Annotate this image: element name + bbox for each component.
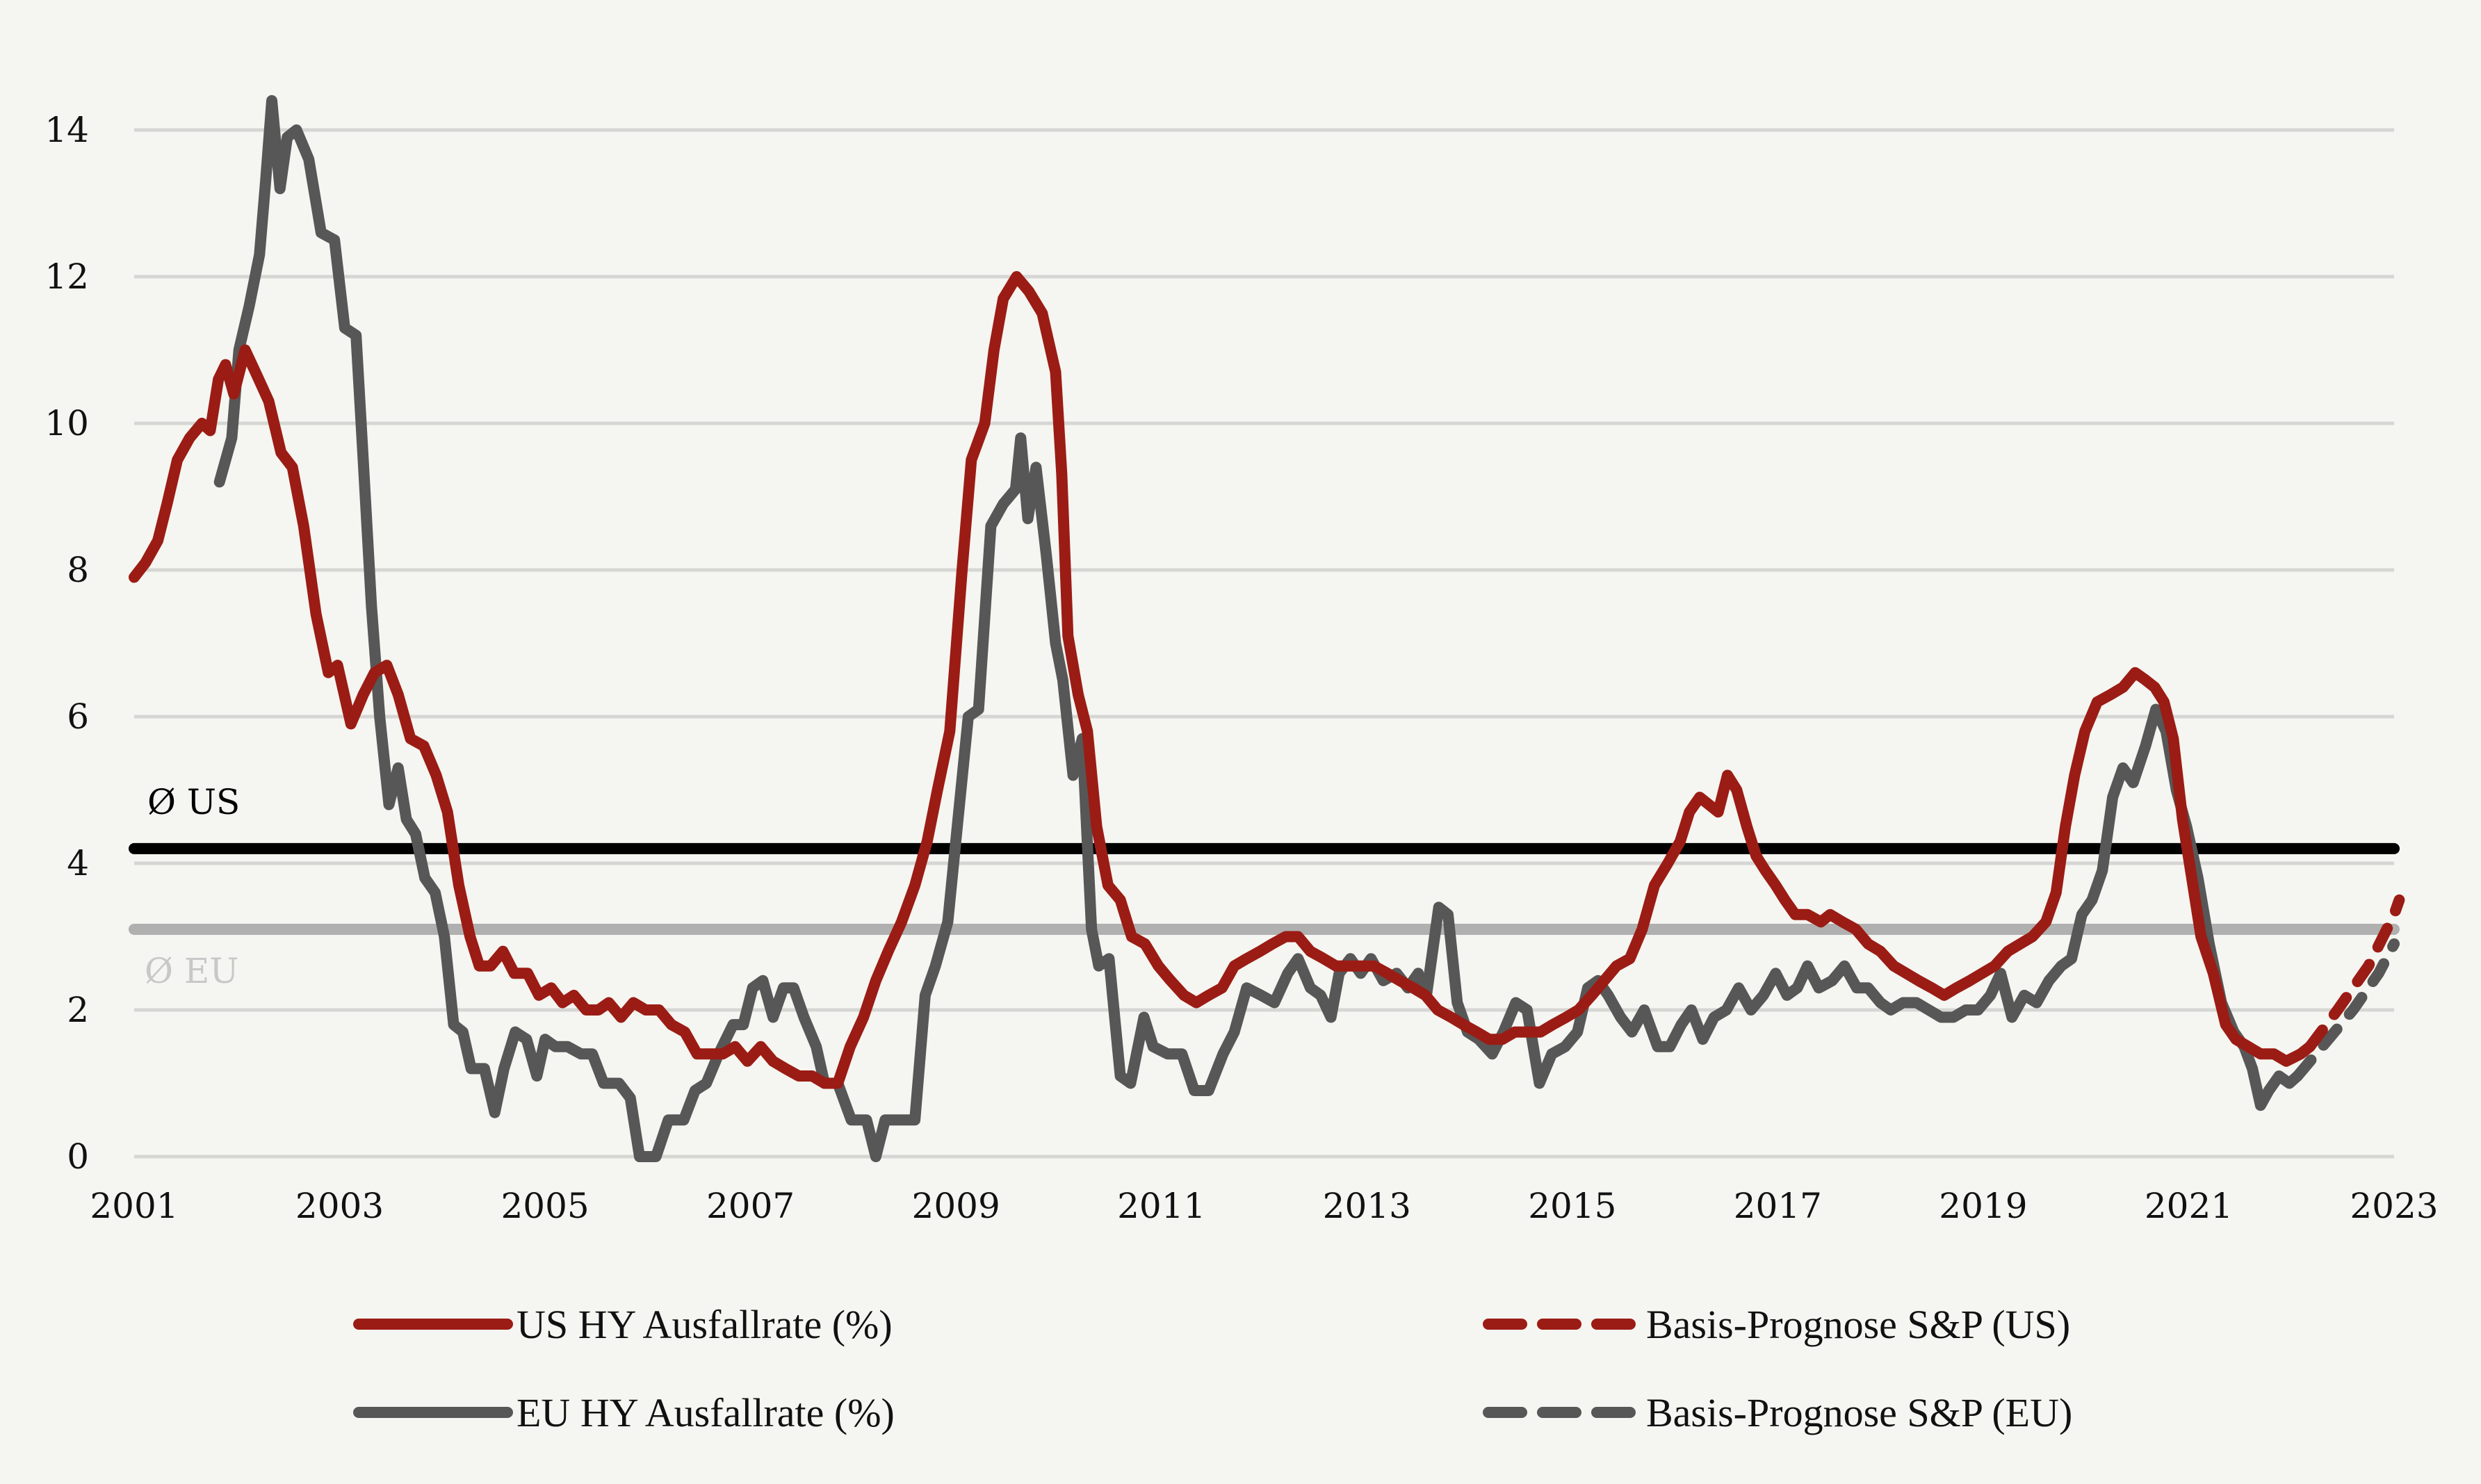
y-tick-label: 4 (67, 843, 89, 883)
legend-item: Basis-Prognose S&P (US) (1483, 1302, 2070, 1347)
y-tick-label: 0 (67, 1136, 89, 1177)
x-tick-label: 2007 (706, 1186, 795, 1226)
legend-item: Basis-Prognose S&P (EU) (1483, 1390, 2072, 1435)
series-line-eu (213, 95, 2304, 1162)
x-tick-label: 2013 (1323, 1186, 1411, 1226)
x-axis-ticks: 2001 2003 2005 2007 2009 2011 2013 2015 2017 2019… (90, 1186, 2438, 1226)
legend-label: Basis-Prognose S&P (US) (1646, 1302, 2070, 1347)
x-tick-label: 2001 (90, 1186, 178, 1226)
x-tick-label: 2019 (1939, 1186, 2027, 1226)
average-label-eu: Ø EU (145, 951, 239, 991)
average-lines: Ø US Ø EU (129, 782, 2400, 991)
legend-label: Basis-Prognose S&P (EU) (1646, 1390, 2072, 1435)
x-tick-label: 2003 (295, 1186, 384, 1226)
y-tick-label: 10 (44, 403, 89, 443)
gridlines (134, 128, 2394, 1159)
legend-item: EU HY Ausfallrate (%) (353, 1390, 895, 1435)
x-tick-label: 2009 (912, 1186, 1000, 1226)
y-tick-label: 8 (67, 550, 89, 590)
x-tick-label: 2005 (501, 1186, 589, 1226)
x-tick-label: 2015 (1528, 1186, 1616, 1226)
y-tick-label: 6 (67, 696, 89, 737)
x-tick-label: 2023 (2350, 1186, 2438, 1226)
forecast-line-eu (2292, 938, 2400, 1082)
legend-label: US HY Ausfallrate (%) (516, 1302, 893, 1347)
y-tick-label: 2 (67, 990, 89, 1030)
average-label-us: Ø US (147, 782, 240, 822)
y-tick-label: 14 (44, 110, 89, 150)
x-tick-label: 2021 (2145, 1186, 2233, 1226)
forecast-line-us (2304, 894, 2405, 1052)
legend-label: EU HY Ausfallrate (%) (516, 1390, 895, 1435)
series-line-us (129, 271, 2316, 1089)
x-tick-label: 2017 (1734, 1186, 1822, 1226)
legend: US HY Ausfallrate (%) Basis-Prognose S&P … (353, 1302, 2072, 1435)
series-lines (129, 95, 2405, 1162)
x-tick-label: 2011 (1117, 1186, 1205, 1226)
legend-item: US HY Ausfallrate (%) (353, 1302, 893, 1347)
y-tick-label: 12 (44, 256, 89, 297)
y-axis-ticks: 0 2 4 6 8 10 12 14 (44, 110, 89, 1177)
